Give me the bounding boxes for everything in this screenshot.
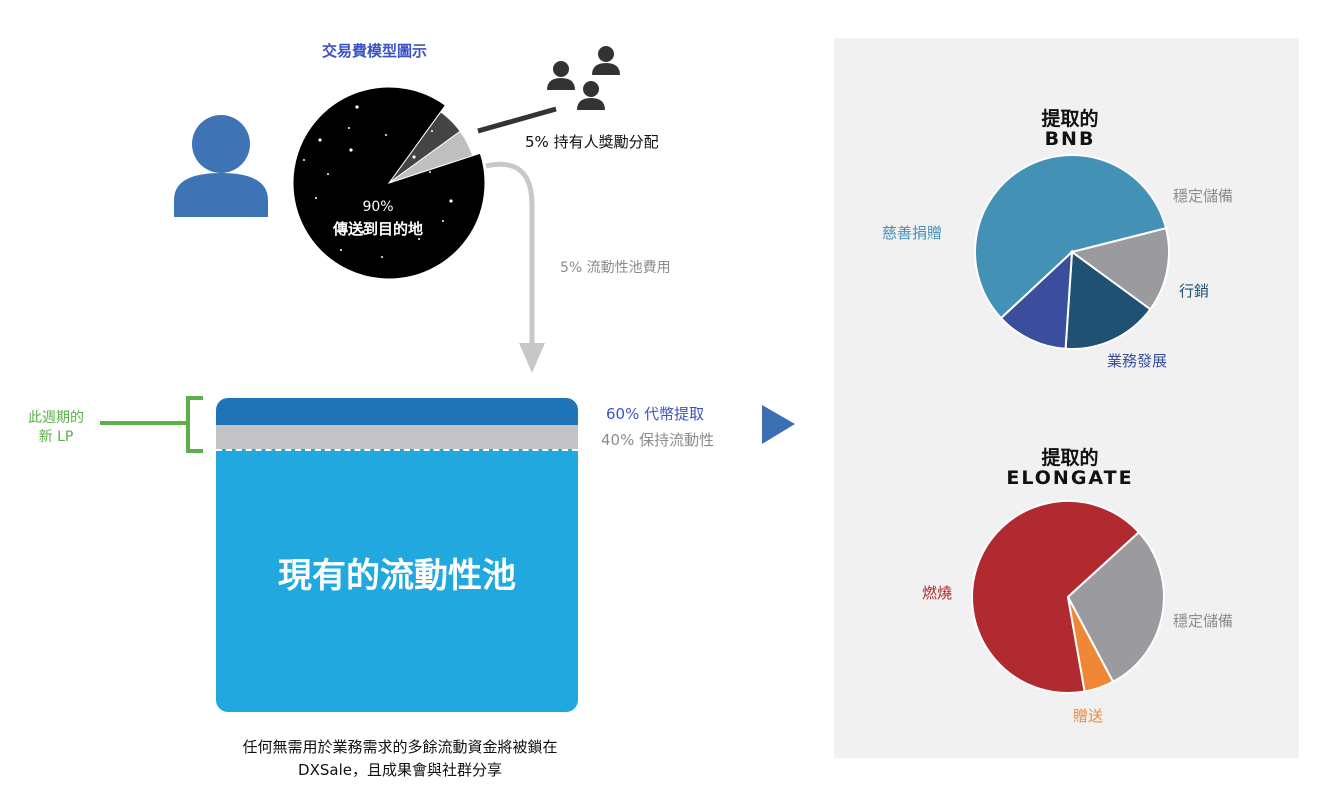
footnote-line2: DXSale，且成果會與社群分享 — [298, 761, 502, 779]
bnb-title-line2: BNB — [1044, 128, 1096, 150]
star-dot — [327, 173, 329, 175]
group-people-icon — [547, 46, 620, 110]
star-dot — [348, 127, 350, 129]
keep-liquidity-label: 40% 保持流動性 — [601, 431, 715, 449]
bnb-pie-chart — [974, 153, 1170, 350]
star-dot — [418, 238, 420, 240]
dest-percent: 90% — [362, 199, 394, 215]
holder-connector-line — [477, 106, 557, 134]
bnb-pie-slice-3 — [999, 249, 1074, 350]
triangle-right-icon — [762, 405, 795, 444]
new-lp-bracket — [100, 396, 203, 453]
bnb-title-line1: 提取的 — [1041, 108, 1099, 130]
holder-reward-label: 5% 持有人獎勵分配 — [525, 133, 659, 151]
star-dot — [315, 197, 317, 199]
elongate-title-line2: ELONGATE — [1006, 467, 1134, 489]
star-dot — [381, 256, 383, 258]
pool-label: 現有的流動性池 — [278, 556, 516, 596]
bnb-pie-slice-1 — [1069, 226, 1170, 311]
star-dot — [429, 171, 431, 173]
new-lp-label-line1: 此週期的 — [28, 410, 84, 426]
liquidity-pool — [216, 449, 578, 712]
curved-arrow-down-icon — [485, 161, 545, 373]
star-dot — [340, 249, 342, 251]
bnb-label-marketing: 行銷 — [1179, 282, 1210, 300]
elongate-label-reserve: 穩定儲備 — [1173, 612, 1234, 630]
bnb-pie-slice-0 — [974, 153, 1168, 320]
star-dot — [355, 105, 359, 109]
elongate-title-line1: 提取的 — [1041, 447, 1099, 469]
star-dot — [361, 230, 365, 234]
elongate-pie-slice-2 — [1067, 596, 1115, 693]
lp-fee-label: 5% 流動性池費用 — [560, 260, 671, 276]
fee-layer — [216, 425, 578, 449]
star-dot — [303, 159, 305, 161]
token-withdraw-label: 60% 代幣提取 — [606, 405, 705, 423]
bnb-label-reserve: 穩定儲備 — [1173, 187, 1234, 205]
elongate-pie-slice-1 — [1066, 530, 1165, 684]
new-lp-layer — [216, 398, 578, 425]
dest-label: 傳送到目的地 — [332, 220, 423, 238]
bnb-label-bizdev: 業務發展 — [1107, 352, 1168, 370]
fee-model-title: 交易費模型圖示 — [322, 42, 428, 60]
star-dot — [385, 134, 387, 136]
elongate-pie-chart — [971, 500, 1165, 694]
star-dot — [412, 155, 416, 159]
star-dot — [318, 138, 322, 142]
elongate-label-gift: 贈送 — [1073, 707, 1104, 725]
star-dot — [442, 220, 444, 222]
star-dot — [431, 130, 433, 132]
person-icon — [174, 115, 268, 217]
fee-pie-slice-2 — [292, 86, 486, 280]
pool-divider — [216, 449, 578, 451]
bnb-pie-slice-2 — [1064, 250, 1152, 350]
bnb-label-charity: 慈善捐贈 — [882, 224, 943, 242]
elongate-pie-slice-0 — [971, 500, 1141, 694]
star-dot — [349, 148, 353, 152]
elongate-label-burn: 燃燒 — [922, 584, 953, 602]
star-dot — [449, 199, 453, 203]
footnote-line1: 任何無需用於業務需求的多餘流動資金將被鎖在 — [242, 738, 558, 756]
fee-pie-chart — [292, 86, 486, 280]
new-lp-label-line2: 新 LP — [38, 429, 74, 445]
